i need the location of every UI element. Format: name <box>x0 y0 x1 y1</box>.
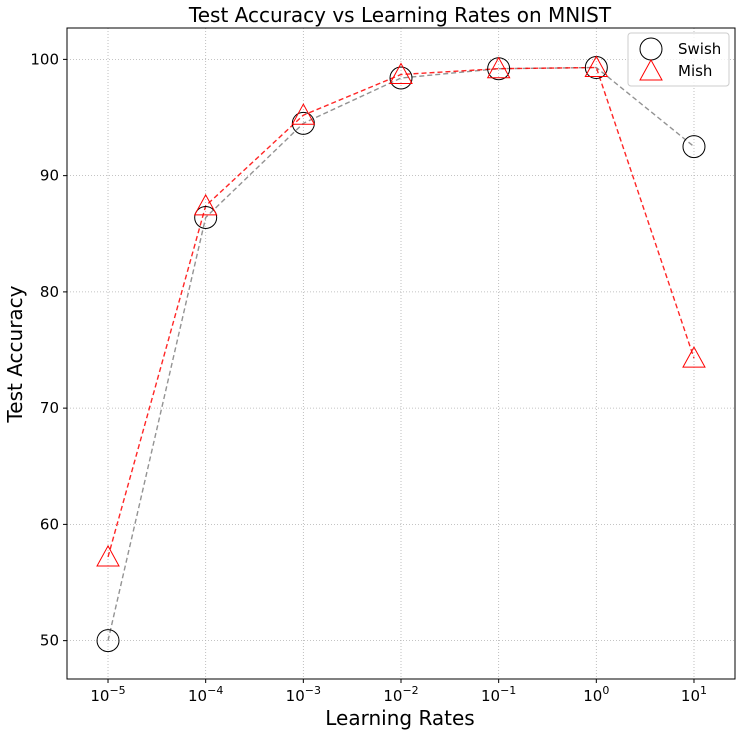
x-axis-ticks: 10−5 10−4 10−3 10−2 10−1 100 101 <box>90 679 707 705</box>
mish-point <box>682 346 706 368</box>
x-tick-label: 10−3 <box>286 684 321 705</box>
swish-point <box>194 205 218 229</box>
legend-swish-label: Swish <box>678 40 721 58</box>
chart-title: Test Accuracy vs Learning Rates on MNIST <box>188 3 612 27</box>
x-tick-label: 10−1 <box>481 684 516 705</box>
y-tick-label: 60 <box>40 515 59 533</box>
mish-series-line <box>107 66 695 558</box>
grid <box>67 28 735 679</box>
y-tick-label: 90 <box>40 167 59 185</box>
y-tick-label: 50 <box>40 632 59 650</box>
swish-point <box>96 629 120 653</box>
x-tick-label: 10−4 <box>188 684 223 705</box>
mish-point <box>389 62 413 85</box>
swish-point <box>682 135 706 159</box>
y-axis-ticks: 50 60 70 80 90 100 <box>30 50 67 650</box>
mish-point <box>486 56 511 79</box>
y-axis-label: Test Accuracy <box>3 285 27 423</box>
series-markers <box>96 55 706 653</box>
mish-point <box>584 55 609 78</box>
legend-mish-marker <box>639 58 663 81</box>
legend-box <box>627 32 730 87</box>
mish-point <box>96 544 120 567</box>
x-tick-label: 10−5 <box>90 684 125 705</box>
mish-point <box>291 103 316 125</box>
legend-mish-label: Mish <box>678 62 712 80</box>
x-tick-label: 100 <box>583 684 609 705</box>
y-tick-label: 80 <box>40 283 59 301</box>
legend: Swish Mish <box>627 32 730 87</box>
x-tick-label: 10−2 <box>383 684 418 705</box>
plot-frame <box>66 27 736 680</box>
series-lines <box>107 66 695 641</box>
swish-series-line <box>107 66 695 641</box>
mish-point <box>193 193 218 216</box>
y-tick-label: 100 <box>30 50 59 68</box>
y-tick-label: 70 <box>40 399 59 417</box>
x-tick-label: 101 <box>681 684 707 705</box>
x-axis-label: Learning Rates <box>325 706 474 730</box>
swish-point <box>389 66 413 90</box>
